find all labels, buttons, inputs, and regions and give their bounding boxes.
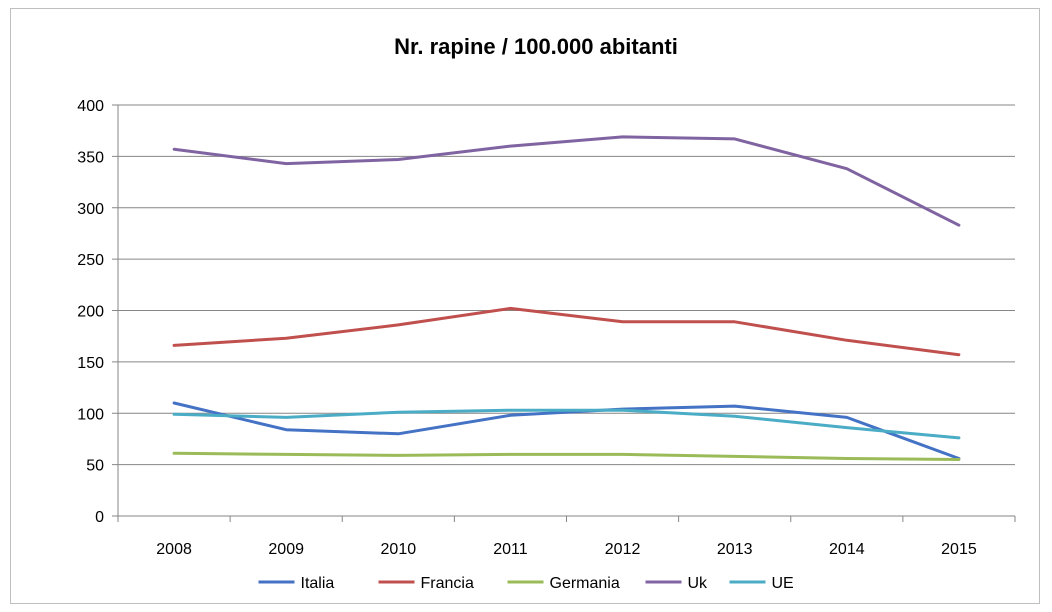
x-tick-label: 2015: [941, 541, 977, 558]
legend-label: Germania: [550, 575, 620, 592]
y-tick-label: 250: [77, 252, 104, 269]
x-tick-label: 2014: [829, 541, 865, 558]
series-lines: [172, 135, 961, 461]
y-tick-label: 0: [95, 509, 104, 526]
y-tick-label: 300: [77, 201, 104, 218]
x-tick-label: 2008: [156, 541, 192, 558]
y-tick-label: 200: [77, 304, 104, 321]
legend: Italia Francia Germania Uk UE: [258, 575, 794, 592]
x-tick-label: 2013: [717, 541, 753, 558]
chart-frame: [10, 8, 1040, 604]
y-tick-label: 50: [86, 458, 104, 475]
series-line-italia: [172, 401, 961, 460]
y-axis-ticks: 0 50 100 150 200 250 300 350 400: [77, 98, 118, 526]
chart-title: Nr. rapine / 100.000 abitanti: [394, 34, 678, 59]
legend-label: Uk: [688, 575, 709, 592]
x-tick-label: 2011: [493, 541, 528, 558]
y-tick-label: 400: [77, 98, 104, 115]
x-axis-ticks: 2008 2009 2010 2011 2012 2013 2014 2015: [117, 516, 1016, 558]
legend-label: UE: [772, 575, 794, 592]
series-line-ue: [172, 408, 961, 440]
legend-label: Francia: [421, 575, 474, 592]
series-line-francia: [172, 306, 961, 357]
x-tick-label: 2010: [381, 541, 417, 558]
y-tick-label: 350: [77, 149, 104, 166]
x-tick-label: 2012: [605, 541, 641, 558]
legend-label: Italia: [301, 575, 335, 592]
y-tick-label: 150: [77, 355, 104, 372]
x-tick-label: 2009: [268, 541, 304, 558]
gridlines: [118, 104, 1015, 466]
series-line-germania: [172, 451, 961, 461]
y-tick-label: 100: [77, 406, 104, 423]
series-line-uk: [172, 135, 961, 227]
